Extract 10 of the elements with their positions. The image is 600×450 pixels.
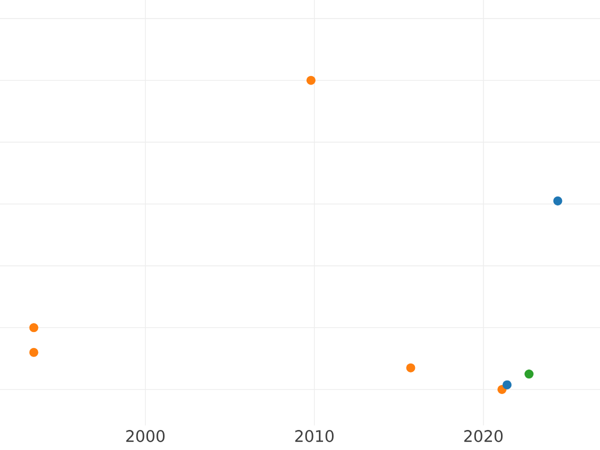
x-tick-label: 2010 bbox=[295, 430, 334, 442]
x-tick-label: 2020 bbox=[464, 430, 503, 442]
point bbox=[524, 370, 534, 379]
point bbox=[406, 363, 416, 372]
point bbox=[29, 348, 38, 357]
point bbox=[306, 76, 316, 85]
point bbox=[553, 196, 562, 206]
x-tick-label: 2000 bbox=[126, 430, 165, 442]
point bbox=[29, 323, 38, 332]
point bbox=[502, 380, 512, 390]
